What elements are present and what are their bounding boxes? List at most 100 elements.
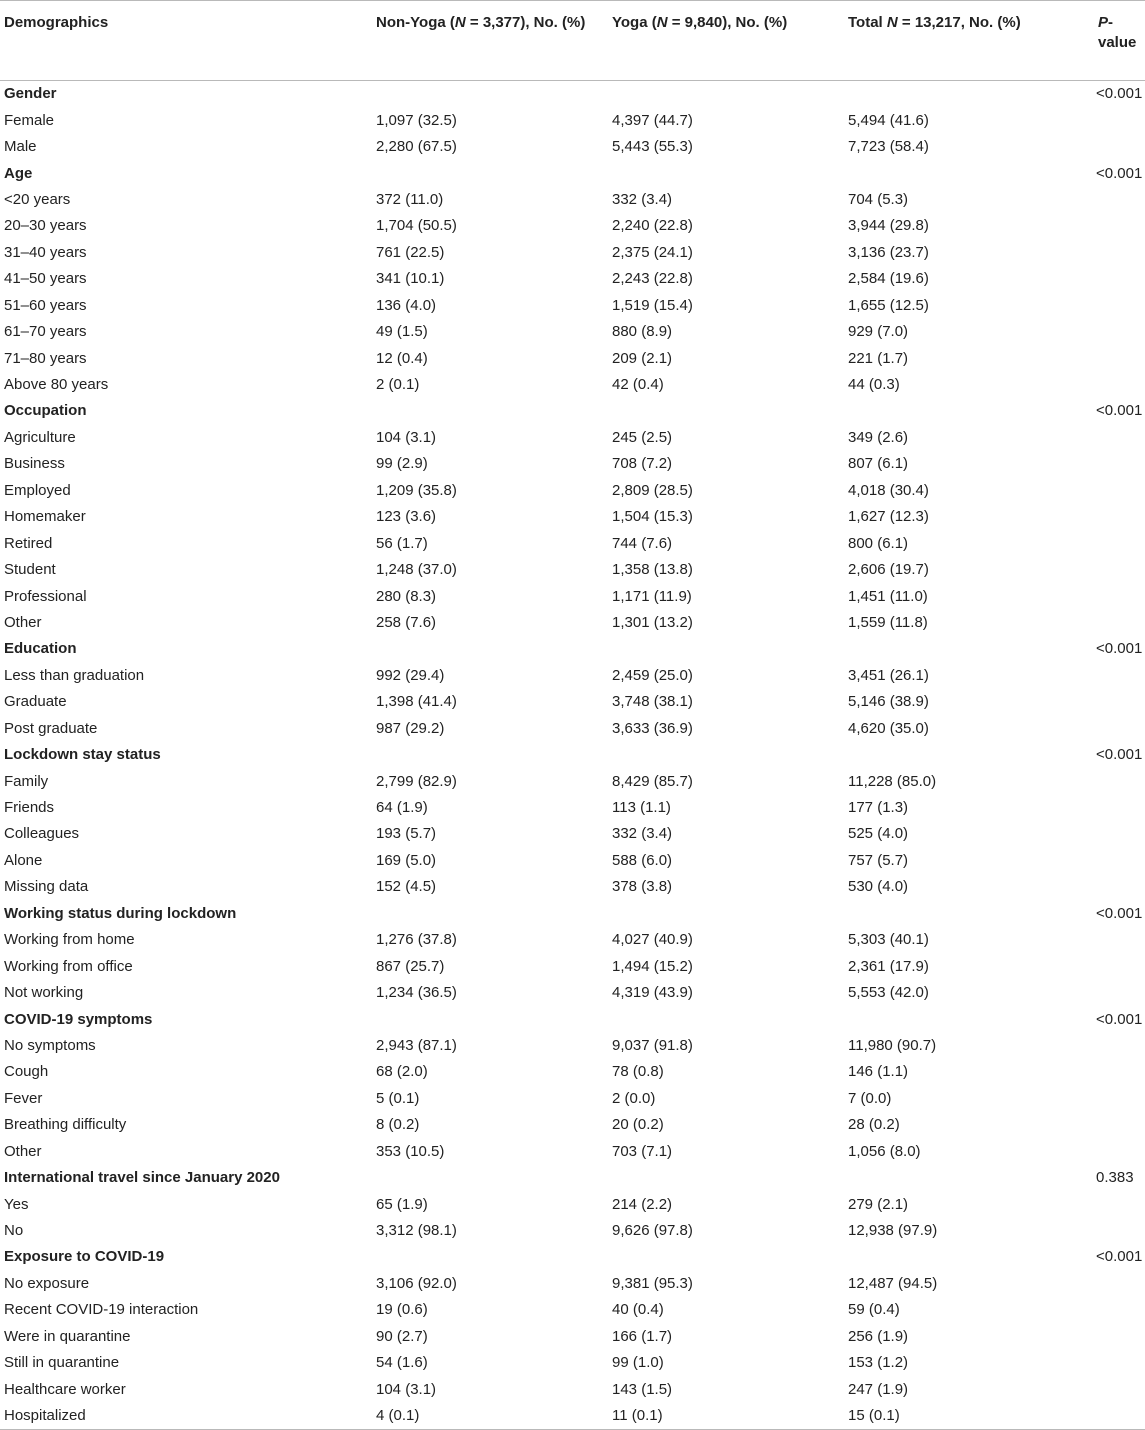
nonyoga-value: 761 (22.5) xyxy=(376,243,445,261)
row-label: Fever xyxy=(4,1089,43,1107)
nonyoga-value: 19 (0.6) xyxy=(376,1301,428,1319)
table-row: Post graduate 987 (29.2) 3,633 (36.9) 4,620… xyxy=(0,716,1145,742)
table-row: <20 years 372 (11.0) 332 (3.4) 704 (5.3) xyxy=(0,187,1145,213)
row-label: Working from home xyxy=(4,931,135,949)
header-total-part1: Total xyxy=(848,14,887,31)
nonyoga-value: 3,106 (92.0) xyxy=(376,1274,457,1292)
yoga-value: 209 (2.1) xyxy=(612,349,673,367)
p-value xyxy=(1080,530,1145,556)
p-value xyxy=(1080,1271,1145,1297)
table-row: Healthcare worker 104 (3.1) 143 (1.5) 247 (… xyxy=(0,1376,1145,1402)
p-value xyxy=(1080,1324,1145,1350)
row-label: Professional xyxy=(4,587,87,605)
p-value xyxy=(1080,795,1145,821)
yoga-value xyxy=(608,1165,844,1191)
table-row: Working from home 1,276 (37.8) 4,027 (40.9… xyxy=(0,927,1145,953)
table-row: Above 80 years 2 (0.1) 42 (0.4) 44 (0.3) xyxy=(0,372,1145,398)
row-label: 51–60 years xyxy=(4,296,87,314)
table-row: Hospitalized 4 (0.1) 11 (0.1) 15 (0.1) xyxy=(0,1402,1145,1430)
header-yoga: Yoga (N = 9,840), No. (%) xyxy=(608,0,844,81)
table-row: Less than graduation 992 (29.4) 2,459 (25.… xyxy=(0,663,1145,689)
yoga-value: 11 (0.1) xyxy=(608,1402,844,1430)
row-label: No symptoms xyxy=(4,1036,96,1054)
table-row: Graduate 1,398 (41.4) 3,748 (38.1) 5,146 (3… xyxy=(0,689,1145,715)
nonyoga-value: 54 (1.6) xyxy=(376,1354,428,1372)
yoga-value xyxy=(608,1006,844,1032)
p-value xyxy=(1080,716,1145,742)
nonyoga-value xyxy=(372,160,608,186)
nonyoga-value: 193 (5.7) xyxy=(376,825,437,843)
p-value xyxy=(1080,1376,1145,1402)
nonyoga-value: 280 (8.3) xyxy=(376,587,437,605)
row-label: International travel since January 2020 xyxy=(4,1169,280,1187)
row-label: Other xyxy=(4,613,42,631)
p-value xyxy=(1080,504,1145,530)
total-value: 146 (1.1) xyxy=(848,1063,909,1081)
row-label: Were in quarantine xyxy=(4,1327,131,1345)
total-value: 12,487 (94.5) xyxy=(848,1274,938,1292)
table-row: Agriculture 104 (3.1) 245 (2.5) 349 (2.6) xyxy=(0,425,1145,451)
total-value: 2,584 (19.6) xyxy=(848,270,929,288)
yoga-value: 703 (7.1) xyxy=(612,1142,673,1160)
total-value: 2,361 (17.9) xyxy=(848,957,929,975)
nonyoga-value xyxy=(372,1006,608,1032)
header-yoga-n: N xyxy=(656,14,668,31)
row-label: Student xyxy=(4,561,56,579)
total-value: 11,980 (90.7) xyxy=(848,1036,937,1054)
section-row: Exposure to COVID-19 <0.001 xyxy=(0,1244,1145,1270)
nonyoga-value: 99 (2.9) xyxy=(376,455,428,473)
section-row: Gender <0.001 xyxy=(0,81,1145,108)
table-row: Working from office 867 (25.7) 1,494 (15.2… xyxy=(0,953,1145,979)
nonyoga-value: 1,248 (37.0) xyxy=(376,561,457,579)
p-value: <0.001 xyxy=(1096,904,1143,922)
yoga-value: 9,037 (91.8) xyxy=(612,1036,693,1054)
nonyoga-value xyxy=(372,81,608,108)
yoga-value: 2,240 (22.8) xyxy=(612,217,693,235)
yoga-value xyxy=(608,160,844,186)
total-value: 44 (0.3) xyxy=(848,376,900,394)
yoga-value: 588 (6.0) xyxy=(612,851,673,869)
total-value: 1,655 (12.5) xyxy=(848,296,929,314)
table-header: Demographics Non-Yoga (N = 3,377), No. (… xyxy=(0,0,1145,81)
table-row: Colleagues 193 (5.7) 332 (3.4) 525 (4.0) xyxy=(0,821,1145,847)
nonyoga-value xyxy=(372,1165,608,1191)
total-value: 5,494 (41.6) xyxy=(848,111,929,129)
nonyoga-value: 2,280 (67.5) xyxy=(376,138,457,156)
row-label: Working from office xyxy=(4,957,133,975)
row-label: Working status during lockdown xyxy=(4,904,237,922)
nonyoga-value xyxy=(372,901,608,927)
row-label: Hospitalized xyxy=(0,1402,372,1430)
nonyoga-value: 123 (3.6) xyxy=(376,508,437,526)
total-value: 1,056 (8.0) xyxy=(848,1142,921,1160)
row-label: COVID-19 symptoms xyxy=(4,1010,153,1028)
yoga-value: 166 (1.7) xyxy=(612,1327,673,1345)
yoga-value: 2,459 (25.0) xyxy=(612,666,693,684)
table-row: Retired 56 (1.7) 744 (7.6) 800 (6.1) xyxy=(0,530,1145,556)
table-row: Breathing difficulty 8 (0.2) 20 (0.2) 28 (0… xyxy=(0,1112,1145,1138)
row-label: 61–70 years xyxy=(4,323,87,341)
row-label: Business xyxy=(4,455,65,473)
row-label: Exposure to COVID-19 xyxy=(4,1248,165,1266)
total-value: 15 (0.1) xyxy=(844,1402,1080,1430)
total-value: 704 (5.3) xyxy=(848,190,909,208)
yoga-value: 9,626 (97.8) xyxy=(612,1222,693,1240)
table-row: 61–70 years 49 (1.5) 880 (8.9) 929 (7.0) xyxy=(0,319,1145,345)
yoga-value: 2,809 (28.5) xyxy=(612,481,693,499)
total-value: 5,553 (42.0) xyxy=(848,984,929,1002)
total-value xyxy=(844,1244,1080,1270)
p-value: <0.001 xyxy=(1096,746,1143,764)
p-value xyxy=(1080,821,1145,847)
row-label: Occupation xyxy=(4,402,87,420)
total-value xyxy=(844,742,1080,768)
p-value: <0.001 xyxy=(1096,1010,1143,1028)
total-value: 3,944 (29.8) xyxy=(848,217,929,235)
row-label: Agriculture xyxy=(4,428,76,446)
p-value xyxy=(1080,768,1145,794)
nonyoga-value: 2 (0.1) xyxy=(376,376,420,394)
nonyoga-value: 56 (1.7) xyxy=(376,534,428,552)
total-value: 2,606 (19.7) xyxy=(848,561,929,579)
total-value: 177 (1.3) xyxy=(848,799,909,817)
total-value: 221 (1.7) xyxy=(848,349,909,367)
total-value: 530 (4.0) xyxy=(848,878,909,896)
row-label: Yes xyxy=(4,1195,29,1213)
